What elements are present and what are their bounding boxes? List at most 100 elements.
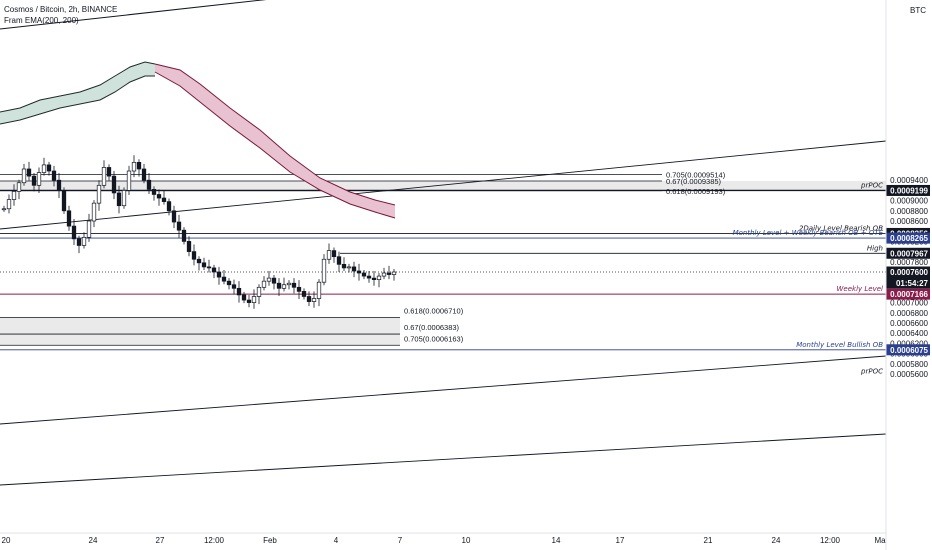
candle-body bbox=[241, 294, 247, 301]
price-tick: 0.0007000 bbox=[890, 299, 928, 308]
candle-body bbox=[91, 202, 97, 222]
time-tick: 12:00 bbox=[820, 536, 841, 545]
candle-body bbox=[361, 272, 367, 277]
candle-body bbox=[381, 272, 387, 277]
candle-body bbox=[276, 282, 282, 289]
candle-body bbox=[1, 208, 7, 211]
candle-body bbox=[151, 189, 157, 195]
candle-body bbox=[176, 221, 182, 231]
price-tick: 0.0008600 bbox=[890, 217, 928, 226]
candle-body bbox=[206, 266, 212, 269]
candle-body bbox=[36, 172, 42, 186]
level-label: Monthly Level + Weekly Bearish OB + OTE bbox=[733, 229, 884, 237]
candle-body bbox=[251, 296, 257, 303]
time-tick: Ma bbox=[874, 536, 886, 545]
candle-body bbox=[291, 282, 297, 288]
candle-body bbox=[376, 275, 382, 280]
fib-zone-upper bbox=[0, 180, 886, 191]
candle-body bbox=[221, 276, 227, 282]
candle-body bbox=[326, 250, 332, 260]
candle-body bbox=[356, 270, 362, 274]
candle-body bbox=[256, 286, 262, 297]
candle-body bbox=[71, 225, 77, 240]
time-tick: Feb bbox=[263, 536, 277, 545]
ema-band-red bbox=[155, 64, 395, 218]
time-tick: 24 bbox=[89, 536, 98, 545]
price-badge bbox=[886, 277, 930, 289]
price-tick: 0.0005800 bbox=[890, 360, 928, 369]
trendline-mid bbox=[0, 140, 887, 230]
time-tick: 17 bbox=[616, 536, 625, 545]
fib-label-lower: 0.618(0.0006710) bbox=[404, 306, 464, 315]
price-tick: 0.0005600 bbox=[890, 370, 928, 379]
candle-body bbox=[76, 238, 82, 246]
price-badge-label: 01:54:27 bbox=[896, 279, 929, 288]
price-tick: 0.0007800 bbox=[890, 258, 928, 267]
time-tick: 7 bbox=[398, 536, 403, 545]
price-badge bbox=[886, 266, 930, 278]
fib-label-lower: 0.705(0.0006163) bbox=[404, 334, 464, 343]
candle-body bbox=[306, 296, 312, 302]
candle-body bbox=[311, 298, 317, 302]
trendline-low2 bbox=[0, 433, 887, 486]
candle-body bbox=[66, 210, 72, 227]
candle-body bbox=[171, 210, 177, 223]
level-label: prPOC bbox=[860, 368, 883, 376]
price-tick: 0.0009400 bbox=[890, 176, 928, 185]
price-badge-label: 0.0006075 bbox=[890, 346, 928, 355]
candle-body bbox=[81, 236, 87, 246]
price-tick: 0.0006400 bbox=[890, 329, 928, 338]
candle-body bbox=[231, 284, 237, 289]
candle-body bbox=[46, 164, 52, 172]
candle-body bbox=[271, 277, 277, 284]
candle-body bbox=[386, 272, 392, 275]
candle-body bbox=[86, 220, 92, 238]
candle-body bbox=[266, 277, 272, 282]
price-tick: 0.0006800 bbox=[890, 309, 928, 318]
candle-body bbox=[116, 192, 122, 207]
currency-label: BTC bbox=[910, 6, 926, 15]
candle-body bbox=[371, 277, 377, 280]
candle-body bbox=[296, 286, 302, 292]
candle-body bbox=[11, 191, 17, 200]
price-tick: 0.0006200 bbox=[890, 339, 928, 348]
candle-body bbox=[186, 241, 192, 252]
level-label: 2Daily Level Bearish OB bbox=[799, 224, 883, 232]
candle-body bbox=[341, 264, 347, 269]
level-label: Weekly Level bbox=[836, 285, 883, 293]
candle-body bbox=[131, 162, 137, 172]
level-label: High bbox=[867, 244, 883, 252]
price-badge bbox=[886, 247, 930, 259]
fib-zone-lower bbox=[0, 317, 400, 346]
price-tick: 0.0006600 bbox=[890, 319, 928, 328]
candle-body bbox=[336, 256, 342, 265]
candle-body bbox=[391, 271, 397, 275]
candle-body bbox=[41, 164, 47, 173]
chart-legend: Cosmos / Bitcoin, 2h, BINANCE Fram EMA(2… bbox=[4, 4, 117, 26]
price-badge bbox=[886, 184, 930, 196]
candle-body bbox=[351, 266, 357, 272]
candle-body bbox=[26, 168, 32, 177]
fib-label-lower: 0.67(0.0006383) bbox=[404, 323, 460, 332]
price-badge-label: 0.0007166 bbox=[890, 290, 928, 299]
time-tick: 14 bbox=[552, 536, 561, 545]
price-badge-label: 0.0007967 bbox=[890, 249, 928, 258]
time-tick: 21 bbox=[704, 536, 713, 545]
candle-body bbox=[51, 170, 57, 181]
candle-body bbox=[181, 229, 187, 242]
candle-body bbox=[321, 258, 327, 283]
time-tick: 4 bbox=[334, 536, 339, 545]
price-badge-label: 0.0008265 bbox=[890, 234, 928, 243]
ema-band-red-upper bbox=[154, 63, 396, 206]
candle-body bbox=[281, 284, 287, 289]
candle-body bbox=[196, 258, 202, 264]
candle-body bbox=[156, 194, 162, 199]
candle-body bbox=[216, 271, 222, 278]
candle-body bbox=[16, 182, 22, 192]
ema-band-red-lower bbox=[154, 71, 396, 219]
time-tick: 20 bbox=[2, 536, 11, 545]
candle-body bbox=[366, 275, 372, 279]
candle-body bbox=[21, 168, 27, 184]
time-tick: 12:00 bbox=[204, 536, 225, 545]
